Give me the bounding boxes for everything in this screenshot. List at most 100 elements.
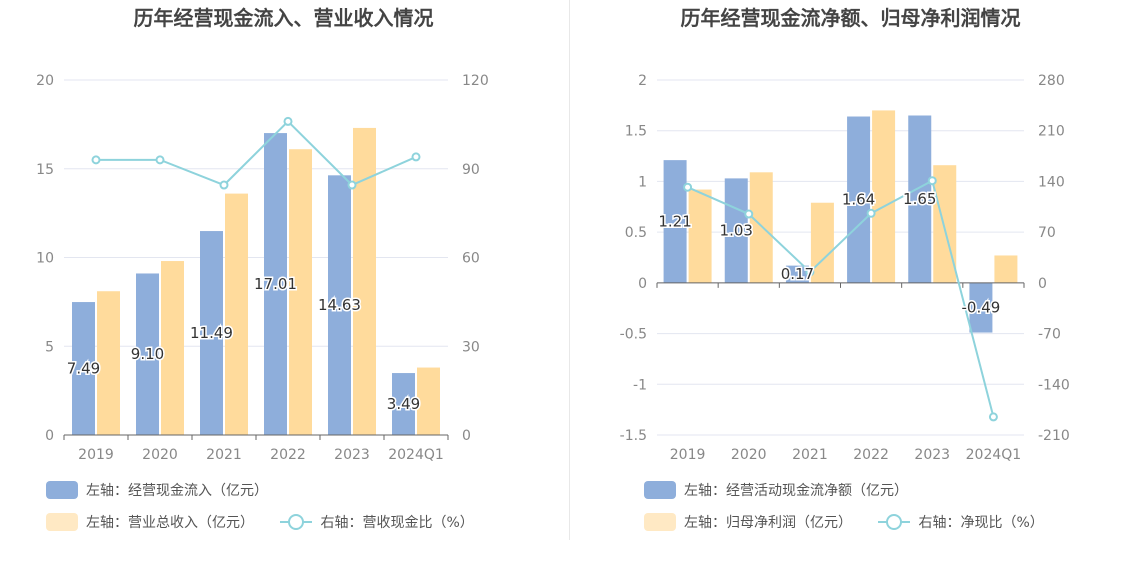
- legend-label: 左轴：营业总收入（亿元）: [86, 515, 254, 531]
- data-label: 7.49: [67, 360, 100, 378]
- x-axis-tick-label: 2023: [914, 447, 950, 463]
- right-axis-tick-label: 0: [1038, 276, 1047, 292]
- legend-line-marker-icon: [878, 513, 911, 531]
- x-axis-tick-label: 2020: [731, 447, 767, 463]
- data-label: 1.64: [842, 191, 875, 209]
- panel-divider: [569, 0, 570, 540]
- legend-row-2: 左轴：归母净利润（亿元） 右轴：净现比（%）: [644, 512, 1066, 535]
- bar-2021-blue: [785, 265, 809, 283]
- x-axis-tick-label: 2024Q1: [966, 447, 1022, 463]
- x-axis-tick-label: 2024Q1: [388, 447, 444, 463]
- ratio-line: [687, 179, 995, 418]
- legend-swatch-orange: [644, 513, 676, 531]
- x-axis-tick-label: 2021: [206, 447, 242, 463]
- bar-2019-blue: [663, 160, 687, 283]
- bar-2022-blue: [264, 133, 287, 435]
- left-axis-tick-label: 15: [36, 162, 54, 178]
- legend-item-cash-inflow[interactable]: 左轴：经营现金流入（亿元）: [46, 480, 268, 500]
- right-axis-tick-label: 140: [1038, 174, 1065, 190]
- data-label: 9.10: [131, 345, 164, 363]
- right-axis-tick-label: 210: [1038, 124, 1065, 140]
- legend-swatch-blue: [46, 481, 78, 499]
- legend-item-revenue[interactable]: 左轴：营业总收入（亿元）: [46, 512, 254, 532]
- data-label: 11.49: [190, 324, 233, 342]
- bar-2021-orange: [225, 193, 248, 435]
- right-axis-tick-label: 90: [462, 162, 480, 178]
- bar-2024Q1-orange: [417, 367, 440, 435]
- bar-2023-blue: [908, 115, 932, 283]
- ratio-point-2024Q1: [988, 412, 998, 422]
- left-axis-tick-label: 0: [638, 276, 647, 292]
- bar-2024Q1-orange: [994, 255, 1018, 283]
- data-label: 1.65: [903, 190, 936, 208]
- legend-label: 左轴：归母净利润（亿元）: [684, 515, 852, 531]
- ratio-point-2023: [347, 180, 357, 190]
- left-axis-tick-label: -1.5: [620, 428, 647, 444]
- bar-2022-blue: [847, 116, 871, 283]
- legend-swatch-orange: [46, 513, 78, 531]
- ratio-point-2021: [805, 267, 815, 277]
- data-label: 3.49: [387, 395, 420, 413]
- bar-2021-blue: [200, 231, 223, 435]
- bar-2022-orange: [872, 110, 896, 283]
- x-axis-tick-label: 2022: [853, 447, 889, 463]
- legend-label: 左轴：经营现金流入（亿元）: [86, 483, 268, 499]
- legend-label: 左轴：经营活动现金流净额（亿元）: [684, 483, 908, 499]
- left-axis-tick-label: -0.5: [620, 327, 647, 343]
- data-label: 17.01: [254, 275, 297, 293]
- left-axis-tick-label: 2: [638, 73, 647, 89]
- ratio-point-2019: [91, 155, 101, 165]
- ratio-point-2019: [683, 182, 693, 192]
- data-label: 1.21: [658, 212, 691, 230]
- left-axis-tick-label: -1: [633, 377, 647, 393]
- bar-2020-blue: [136, 273, 159, 435]
- legend-label: 右轴：营收现金比（%）: [320, 515, 474, 531]
- bar-2019-orange: [97, 291, 120, 435]
- chart-panel-cashflow-revenue: 历年经营现金流入、营业收入情况 0 0 5 30 10 60 15 90 20 120 2019 20…: [36, 6, 489, 532]
- bar-2023-orange: [353, 127, 376, 436]
- x-axis-tick-label: 2023: [334, 447, 370, 463]
- ratio-line: [96, 120, 417, 187]
- chart-panel-netcash-netprofit: 历年经营现金流净额、归母净利润情况 -1.5 -210 -1 -140 -0.5 -70 0…: [567, 0, 1134, 582]
- right-axis-tick-label: -70: [1038, 327, 1061, 343]
- right-axis-tick-label: 30: [462, 339, 480, 355]
- ratio-point-2020: [744, 209, 754, 219]
- data-label: 14.63: [318, 296, 361, 314]
- ratio-point-2022: [866, 208, 876, 218]
- bar-2020-orange: [161, 261, 184, 435]
- legend-item-cash-ratio[interactable]: 右轴：营收现金比（%）: [280, 512, 474, 532]
- left-axis-tick-label: 5: [45, 339, 54, 355]
- chart-plot-netcash-netprofit: -1.5 -210 -1 -140 -0.5 -70 0 0 0.5 70 1 140 1.5 210 2 2…: [620, 73, 1070, 463]
- x-axis-tick-label: 2022: [270, 447, 306, 463]
- left-axis-tick-label: 1: [638, 174, 647, 190]
- bar-2023-orange: [933, 165, 957, 283]
- x-axis-tick-label: 2020: [142, 447, 178, 463]
- legend-label: 右轴：净现比（%）: [918, 515, 1044, 531]
- legend-swatch-blue: [644, 481, 676, 499]
- x-axis-tick-label: 2019: [670, 447, 706, 463]
- bar-2022-orange: [289, 149, 312, 435]
- chart-plot-cashflow-revenue: 0 0 5 30 10 60 15 90 20 120 2019 2020 2021 2022 2023 20…: [36, 73, 489, 463]
- right-axis-tick-label: 60: [462, 251, 480, 267]
- chart-title: 历年经营现金流净额、归母净利润情况: [680, 6, 1021, 30]
- legend-item-net-cash-ratio[interactable]: 右轴：净现比（%）: [878, 512, 1044, 532]
- legend-row-1: 左轴：经营活动现金流净额（亿元）: [644, 480, 930, 503]
- left-axis-tick-label: 1.5: [625, 124, 647, 140]
- right-axis-tick-label: 70: [1038, 225, 1056, 241]
- chart-title: 历年经营现金流入、营业收入情况: [133, 6, 434, 30]
- x-axis-tick-label: 2019: [78, 447, 114, 463]
- right-axis-tick-label: -140: [1038, 377, 1070, 393]
- left-axis-tick-label: 0.5: [625, 225, 647, 241]
- left-axis-tick-label: 20: [36, 73, 54, 89]
- bar-2019-blue: [72, 302, 95, 435]
- x-axis-tick-label: 2021: [792, 447, 828, 463]
- bar-2020-blue: [724, 178, 748, 283]
- ratio-point-2020: [155, 155, 165, 165]
- legend-item-net-cash[interactable]: 左轴：经营活动现金流净额（亿元）: [644, 480, 908, 500]
- legend-row-1: 左轴：经营现金流入（亿元）: [46, 480, 290, 503]
- right-axis-tick-label: 120: [462, 73, 489, 89]
- data-label: 1.03: [720, 222, 753, 240]
- ratio-point-2022: [283, 116, 293, 126]
- bar-2024Q1-blue: [969, 282, 993, 333]
- legend-item-net-profit[interactable]: 左轴：归母净利润（亿元）: [644, 512, 852, 532]
